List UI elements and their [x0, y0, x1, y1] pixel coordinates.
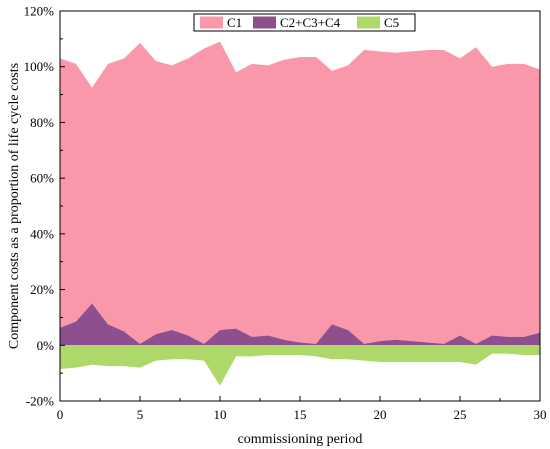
y-axis-title: Component costs as a proportion of life …	[7, 63, 22, 349]
legend: C1 C2+C3+C4 C5	[193, 13, 416, 32]
legend-swatch	[253, 16, 276, 29]
area-c5	[60, 345, 540, 386]
x-tick-label: 25	[454, 407, 467, 422]
x-tick-label: 0	[57, 407, 64, 422]
area-c1	[60, 41, 540, 344]
y-axis: -20% 0% 20% 40% 60% 80% 100% 120%	[24, 4, 65, 409]
y-tick-label: 80%	[30, 115, 54, 130]
y-tick-label: 40%	[30, 226, 54, 241]
legend-label: C5	[384, 15, 399, 30]
x-tick-label: 10	[214, 407, 227, 422]
y-tick-label: 60%	[30, 171, 54, 186]
x-tick-label: 30	[534, 407, 547, 422]
x-axis-title: commissioning period	[238, 432, 363, 447]
legend-label: C1	[227, 15, 242, 30]
x-tick-label: 20	[374, 407, 387, 422]
x-tick-label: 15	[294, 407, 307, 422]
x-tick-label: 5	[137, 407, 144, 422]
area-layers	[60, 41, 540, 386]
y-tick-label: 20%	[30, 282, 54, 297]
legend-swatch	[357, 16, 380, 29]
y-tick-label: -20%	[26, 394, 54, 409]
y-tick-label: 120%	[24, 4, 55, 19]
x-axis: 0 5 10 15 20 25 30	[57, 396, 547, 422]
area-c2-c3-c4	[60, 303, 540, 346]
y-tick-label: 0%	[37, 338, 55, 353]
y-tick-label: 100%	[24, 59, 55, 74]
legend-swatch	[200, 16, 223, 29]
legend-label: C2+C3+C4	[280, 15, 341, 30]
